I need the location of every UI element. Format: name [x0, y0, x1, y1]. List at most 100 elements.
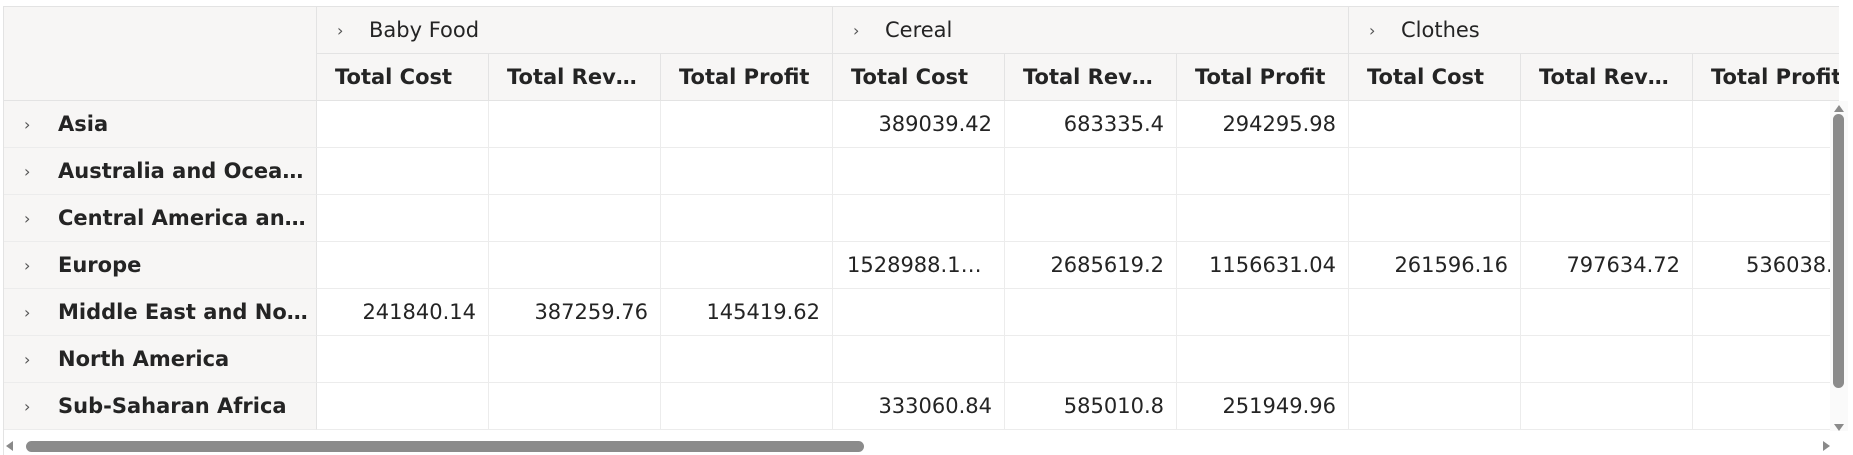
table-cell[interactable]	[1521, 383, 1693, 430]
table-cell[interactable]	[1693, 101, 1839, 148]
table-cell[interactable]	[1693, 148, 1839, 195]
vertical-scrollbar[interactable]	[1830, 101, 1848, 431]
table-cell[interactable]	[1521, 336, 1693, 383]
chevron-right-icon[interactable]: ›	[24, 208, 31, 228]
table-cell[interactable]: 387259.76	[489, 289, 661, 336]
header-total-cost[interactable]: Total Cost	[833, 54, 1005, 101]
table-cell[interactable]	[661, 148, 833, 195]
table-cell[interactable]	[1005, 148, 1177, 195]
column-group-clothes[interactable]: › Clothes	[1349, 7, 1839, 54]
table-cell[interactable]	[661, 383, 833, 430]
table-cell[interactable]	[489, 242, 661, 289]
table-cell[interactable]	[1521, 148, 1693, 195]
table-cell[interactable]	[661, 195, 833, 242]
table-cell[interactable]	[1521, 195, 1693, 242]
table-cell[interactable]	[661, 101, 833, 148]
chevron-right-icon[interactable]: ›	[24, 302, 31, 322]
table-cell[interactable]: 1528988.160...	[833, 242, 1005, 289]
table-cell[interactable]	[1349, 148, 1521, 195]
chevron-right-icon[interactable]: ›	[24, 349, 31, 369]
table-cell[interactable]: 683335.4	[1005, 101, 1177, 148]
table-cell[interactable]	[1693, 195, 1839, 242]
chevron-right-icon[interactable]: ›	[337, 20, 344, 40]
table-cell[interactable]	[661, 242, 833, 289]
chevron-right-icon[interactable]: ›	[1369, 20, 1376, 40]
header-total-revenue[interactable]: Total Reven...	[1521, 54, 1693, 101]
vertical-scroll-thumb[interactable]	[1833, 114, 1844, 388]
table-cell[interactable]: 241840.14	[317, 289, 489, 336]
table-cell[interactable]	[833, 195, 1005, 242]
table-cell[interactable]	[317, 383, 489, 430]
table-cell[interactable]	[1693, 383, 1839, 430]
table-cell[interactable]	[1005, 195, 1177, 242]
table-cell[interactable]	[1177, 336, 1349, 383]
horizontal-scrollbar[interactable]	[6, 438, 1830, 454]
table-cell[interactable]	[1521, 101, 1693, 148]
table-cell[interactable]	[1693, 289, 1839, 336]
header-total-profit[interactable]: Total Profit	[661, 54, 833, 101]
table-cell[interactable]: 261596.16	[1349, 242, 1521, 289]
row-header-north-america[interactable]: › North America	[4, 336, 317, 383]
scroll-left-icon[interactable]	[6, 441, 13, 451]
table-cell[interactable]	[1349, 383, 1521, 430]
chevron-right-icon[interactable]: ›	[24, 255, 31, 275]
table-cell[interactable]: 251949.96	[1177, 383, 1349, 430]
table-cell[interactable]	[317, 336, 489, 383]
column-group-cereal[interactable]: › Cereal	[833, 7, 1349, 54]
table-cell[interactable]	[833, 289, 1005, 336]
row-header-middle-east[interactable]: › Middle East and North...	[4, 289, 317, 336]
table-cell[interactable]	[1521, 289, 1693, 336]
row-header-europe[interactable]: › Europe	[4, 242, 317, 289]
header-total-profit[interactable]: Total Profit	[1693, 54, 1839, 101]
table-cell[interactable]: 294295.98	[1177, 101, 1349, 148]
chevron-right-icon[interactable]: ›	[853, 20, 860, 40]
table-cell[interactable]	[1177, 195, 1349, 242]
table-cell[interactable]	[317, 195, 489, 242]
horizontal-scroll-thumb[interactable]	[26, 441, 864, 452]
table-cell[interactable]: 2685619.2	[1005, 242, 1177, 289]
table-cell[interactable]	[489, 195, 661, 242]
table-cell[interactable]	[833, 148, 1005, 195]
column-group-baby-food[interactable]: › Baby Food	[317, 7, 833, 54]
table-cell[interactable]	[317, 242, 489, 289]
table-cell[interactable]: 536038.5	[1693, 242, 1839, 289]
scroll-down-icon[interactable]	[1834, 424, 1844, 431]
table-cell[interactable]	[317, 101, 489, 148]
table-cell[interactable]: 1156631.04	[1177, 242, 1349, 289]
chevron-right-icon[interactable]: ›	[24, 161, 31, 181]
table-cell[interactable]: 797634.72	[1521, 242, 1693, 289]
table-cell[interactable]: 333060.84	[833, 383, 1005, 430]
table-cell[interactable]	[489, 101, 661, 148]
table-cell[interactable]	[833, 336, 1005, 383]
table-cell[interactable]	[1177, 148, 1349, 195]
table-cell[interactable]	[1005, 336, 1177, 383]
table-cell[interactable]: 389039.42	[833, 101, 1005, 148]
table-cell[interactable]	[1005, 289, 1177, 336]
table-cell[interactable]	[1349, 101, 1521, 148]
table-cell[interactable]	[1693, 336, 1839, 383]
table-cell[interactable]	[1349, 336, 1521, 383]
header-total-revenue[interactable]: Total Reven...	[1005, 54, 1177, 101]
header-total-profit[interactable]: Total Profit	[1177, 54, 1349, 101]
table-cell[interactable]	[489, 148, 661, 195]
table-cell[interactable]: 145419.62	[661, 289, 833, 336]
scroll-up-icon[interactable]	[1834, 105, 1844, 112]
row-header-central-america[interactable]: › Central America and th...	[4, 195, 317, 242]
chevron-right-icon[interactable]: ›	[24, 114, 31, 134]
row-header-australia-oceania[interactable]: › Australia and Oceania	[4, 148, 317, 195]
header-total-revenue[interactable]: Total Reven...	[489, 54, 661, 101]
scroll-right-icon[interactable]	[1823, 441, 1830, 451]
row-header-sub-saharan-africa[interactable]: › Sub-Saharan Africa	[4, 383, 317, 430]
header-total-cost[interactable]: Total Cost	[1349, 54, 1521, 101]
table-cell[interactable]	[1177, 289, 1349, 336]
table-cell[interactable]	[317, 148, 489, 195]
table-cell[interactable]	[1349, 195, 1521, 242]
row-header-asia[interactable]: › Asia	[4, 101, 317, 148]
table-cell[interactable]: 585010.8	[1005, 383, 1177, 430]
table-cell[interactable]	[489, 336, 661, 383]
header-total-cost[interactable]: Total Cost	[317, 54, 489, 101]
chevron-right-icon[interactable]: ›	[24, 396, 31, 416]
table-cell[interactable]	[489, 383, 661, 430]
table-cell[interactable]	[1349, 289, 1521, 336]
table-cell[interactable]	[661, 336, 833, 383]
